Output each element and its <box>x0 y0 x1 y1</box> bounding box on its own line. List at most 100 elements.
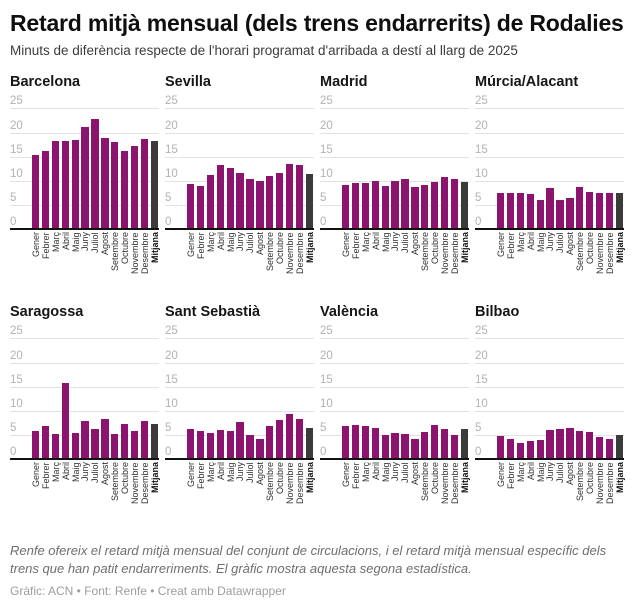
bar-setembre[interactable] <box>111 142 119 230</box>
bar-octubre[interactable] <box>430 181 439 230</box>
bar-abril[interactable] <box>526 193 535 230</box>
bar-febrer[interactable] <box>41 425 50 460</box>
bar-juny[interactable] <box>81 126 89 230</box>
bar-abril[interactable] <box>216 164 225 230</box>
bar-gener[interactable] <box>497 436 505 460</box>
bar-novembre[interactable] <box>440 428 449 460</box>
bar-abril[interactable] <box>526 440 535 460</box>
bar-mar[interactable] <box>516 193 525 230</box>
bar-abril[interactable] <box>371 181 380 230</box>
bar-agost[interactable] <box>256 180 264 230</box>
bar-novembre[interactable] <box>595 436 604 460</box>
bar-mitjana[interactable] <box>460 429 468 460</box>
bar-novembre[interactable] <box>285 164 294 230</box>
bar-octubre[interactable] <box>275 419 284 460</box>
bar-febrer[interactable] <box>351 182 360 230</box>
bar-juliol[interactable] <box>246 179 254 230</box>
bar-maig[interactable] <box>536 439 544 460</box>
bar-setembre[interactable] <box>576 430 584 460</box>
bar-febrer[interactable] <box>196 186 205 230</box>
bar-febrer[interactable] <box>41 151 50 230</box>
bar-setembre[interactable] <box>421 432 429 460</box>
bar-gener[interactable] <box>342 425 350 460</box>
bar-gener[interactable] <box>187 429 195 460</box>
bar-maig[interactable] <box>71 139 79 230</box>
bar-juliol[interactable] <box>556 429 564 460</box>
bar-juliol[interactable] <box>401 178 409 230</box>
bar-octubre[interactable] <box>430 425 439 460</box>
bar-octubre[interactable] <box>120 424 129 460</box>
bar-febrer[interactable] <box>506 192 515 230</box>
bar-gener[interactable] <box>187 183 195 230</box>
bar-mitjana[interactable] <box>615 193 623 230</box>
bar-setembre[interactable] <box>111 434 119 460</box>
bar-octubre[interactable] <box>585 431 594 460</box>
bar-juliol[interactable] <box>91 119 99 230</box>
bar-octubre[interactable] <box>585 191 594 230</box>
bar-mar[interactable] <box>206 433 215 460</box>
bar-desembre[interactable] <box>450 178 459 230</box>
bar-mitjana[interactable] <box>150 140 158 230</box>
bar-octubre[interactable] <box>275 173 284 230</box>
bar-juny[interactable] <box>546 188 554 230</box>
bar-mar[interactable] <box>206 175 215 230</box>
bar-setembre[interactable] <box>421 185 429 230</box>
bar-setembre[interactable] <box>266 176 274 230</box>
bar-maig[interactable] <box>381 435 389 460</box>
bar-mitjana[interactable] <box>150 424 158 460</box>
bar-febrer[interactable] <box>196 431 205 460</box>
bar-juny[interactable] <box>236 173 244 230</box>
bar-mar[interactable] <box>51 140 60 230</box>
bar-desembre[interactable] <box>605 439 614 460</box>
bar-gener[interactable] <box>32 154 40 230</box>
bar-abril[interactable] <box>216 429 225 460</box>
bar-desembre[interactable] <box>450 434 459 460</box>
bar-mitjana[interactable] <box>305 427 313 460</box>
bar-mar[interactable] <box>51 434 60 460</box>
bar-maig[interactable] <box>226 167 234 230</box>
bar-abril[interactable] <box>61 383 70 460</box>
bar-gener[interactable] <box>342 184 350 230</box>
bar-agost[interactable] <box>411 186 419 230</box>
bar-agost[interactable] <box>566 428 574 460</box>
bar-agost[interactable] <box>256 439 264 460</box>
bar-juny[interactable] <box>81 420 89 460</box>
bar-mitjana[interactable] <box>460 182 468 230</box>
bar-febrer[interactable] <box>351 424 360 460</box>
bar-desembre[interactable] <box>295 165 304 230</box>
bar-agost[interactable] <box>411 439 419 460</box>
bar-agost[interactable] <box>101 137 109 230</box>
bar-novembre[interactable] <box>130 431 139 460</box>
bar-gener[interactable] <box>32 430 40 460</box>
bar-juny[interactable] <box>391 433 399 460</box>
bar-setembre[interactable] <box>576 187 584 230</box>
bar-juny[interactable] <box>546 429 554 460</box>
bar-novembre[interactable] <box>595 193 604 230</box>
bar-maig[interactable] <box>536 199 544 230</box>
bar-juny[interactable] <box>236 422 244 460</box>
bar-febrer[interactable] <box>506 439 515 460</box>
bar-maig[interactable] <box>381 185 389 230</box>
bar-mitjana[interactable] <box>305 174 313 230</box>
bar-abril[interactable] <box>61 140 70 230</box>
bar-desembre[interactable] <box>295 418 304 460</box>
bar-mar[interactable] <box>361 182 370 230</box>
bar-agost[interactable] <box>566 197 574 230</box>
bar-setembre[interactable] <box>266 425 274 460</box>
bar-desembre[interactable] <box>140 138 149 230</box>
bar-abril[interactable] <box>371 427 380 460</box>
bar-juliol[interactable] <box>401 434 409 460</box>
bar-juliol[interactable] <box>91 428 99 460</box>
bar-maig[interactable] <box>226 431 234 460</box>
bar-novembre[interactable] <box>285 414 294 460</box>
bar-gener[interactable] <box>497 192 505 230</box>
bar-juny[interactable] <box>391 181 399 230</box>
bar-novembre[interactable] <box>130 146 139 230</box>
bar-juliol[interactable] <box>556 200 564 230</box>
bar-mitjana[interactable] <box>615 435 623 460</box>
bar-octubre[interactable] <box>120 151 129 230</box>
bar-novembre[interactable] <box>440 176 449 230</box>
bar-agost[interactable] <box>101 419 109 460</box>
bar-mar[interactable] <box>361 425 370 460</box>
bar-mar[interactable] <box>516 442 525 460</box>
